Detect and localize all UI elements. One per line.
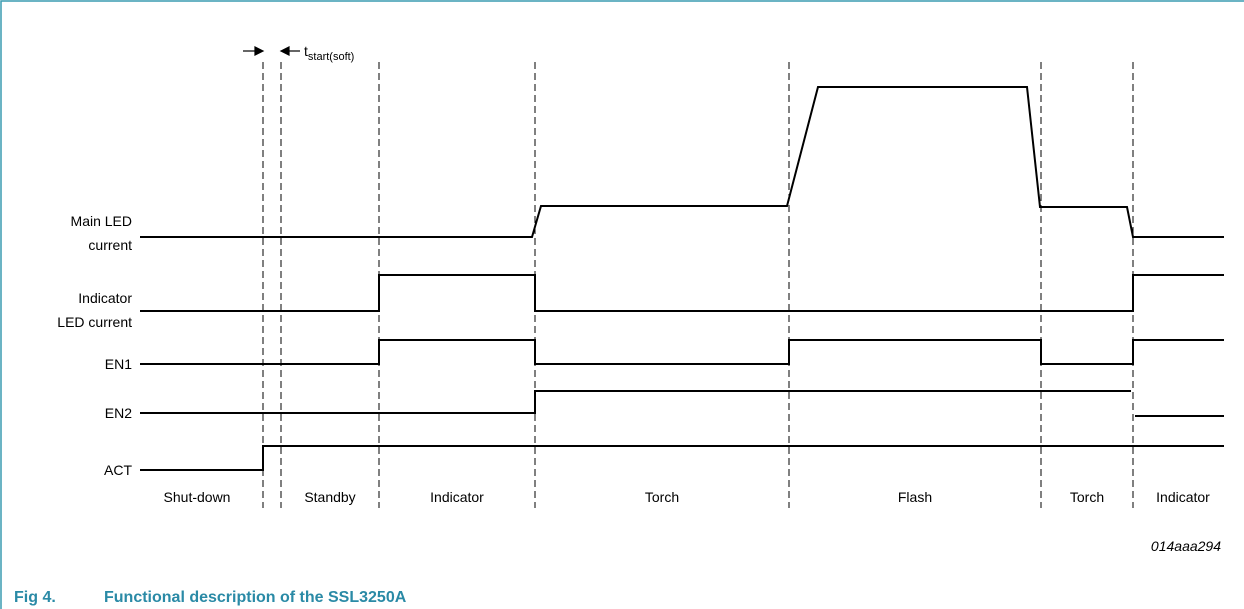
signal-label: Main LED xyxy=(71,213,132,229)
signal-labels: Main LED current Indicator LED current E… xyxy=(57,213,132,478)
caption-number: Fig 4. xyxy=(14,589,56,606)
phase-labels: Shut-down Standby Indicator Torch Flash … xyxy=(164,489,1211,505)
annotation-subscript: start(soft) xyxy=(308,51,354,63)
signal-label: ACT xyxy=(104,462,132,478)
phase-dividers xyxy=(262,62,1134,508)
phase-label: Torch xyxy=(645,489,679,505)
signal-label: current xyxy=(88,237,132,253)
phase-label: Indicator xyxy=(1156,489,1210,505)
phase-label: Torch xyxy=(1070,489,1104,505)
figure-id: 014aaa294 xyxy=(1151,538,1221,554)
annotation-arrows xyxy=(243,46,300,56)
signal-label: Indicator xyxy=(78,290,132,306)
waveforms xyxy=(140,86,1224,471)
signal-label: LED current xyxy=(57,314,132,330)
phase-label: Standby xyxy=(304,489,355,505)
phase-label: Indicator xyxy=(430,489,484,505)
phase-label: Flash xyxy=(898,489,932,505)
signal-label: EN2 xyxy=(105,405,132,421)
phase-label: Shut-down xyxy=(164,489,231,505)
caption-text: Functional description of the SSL3250A xyxy=(104,589,407,606)
annotation-symbol: t xyxy=(304,43,308,59)
annotation: tstart(soft) xyxy=(304,43,354,63)
signal-label: EN1 xyxy=(105,356,132,372)
